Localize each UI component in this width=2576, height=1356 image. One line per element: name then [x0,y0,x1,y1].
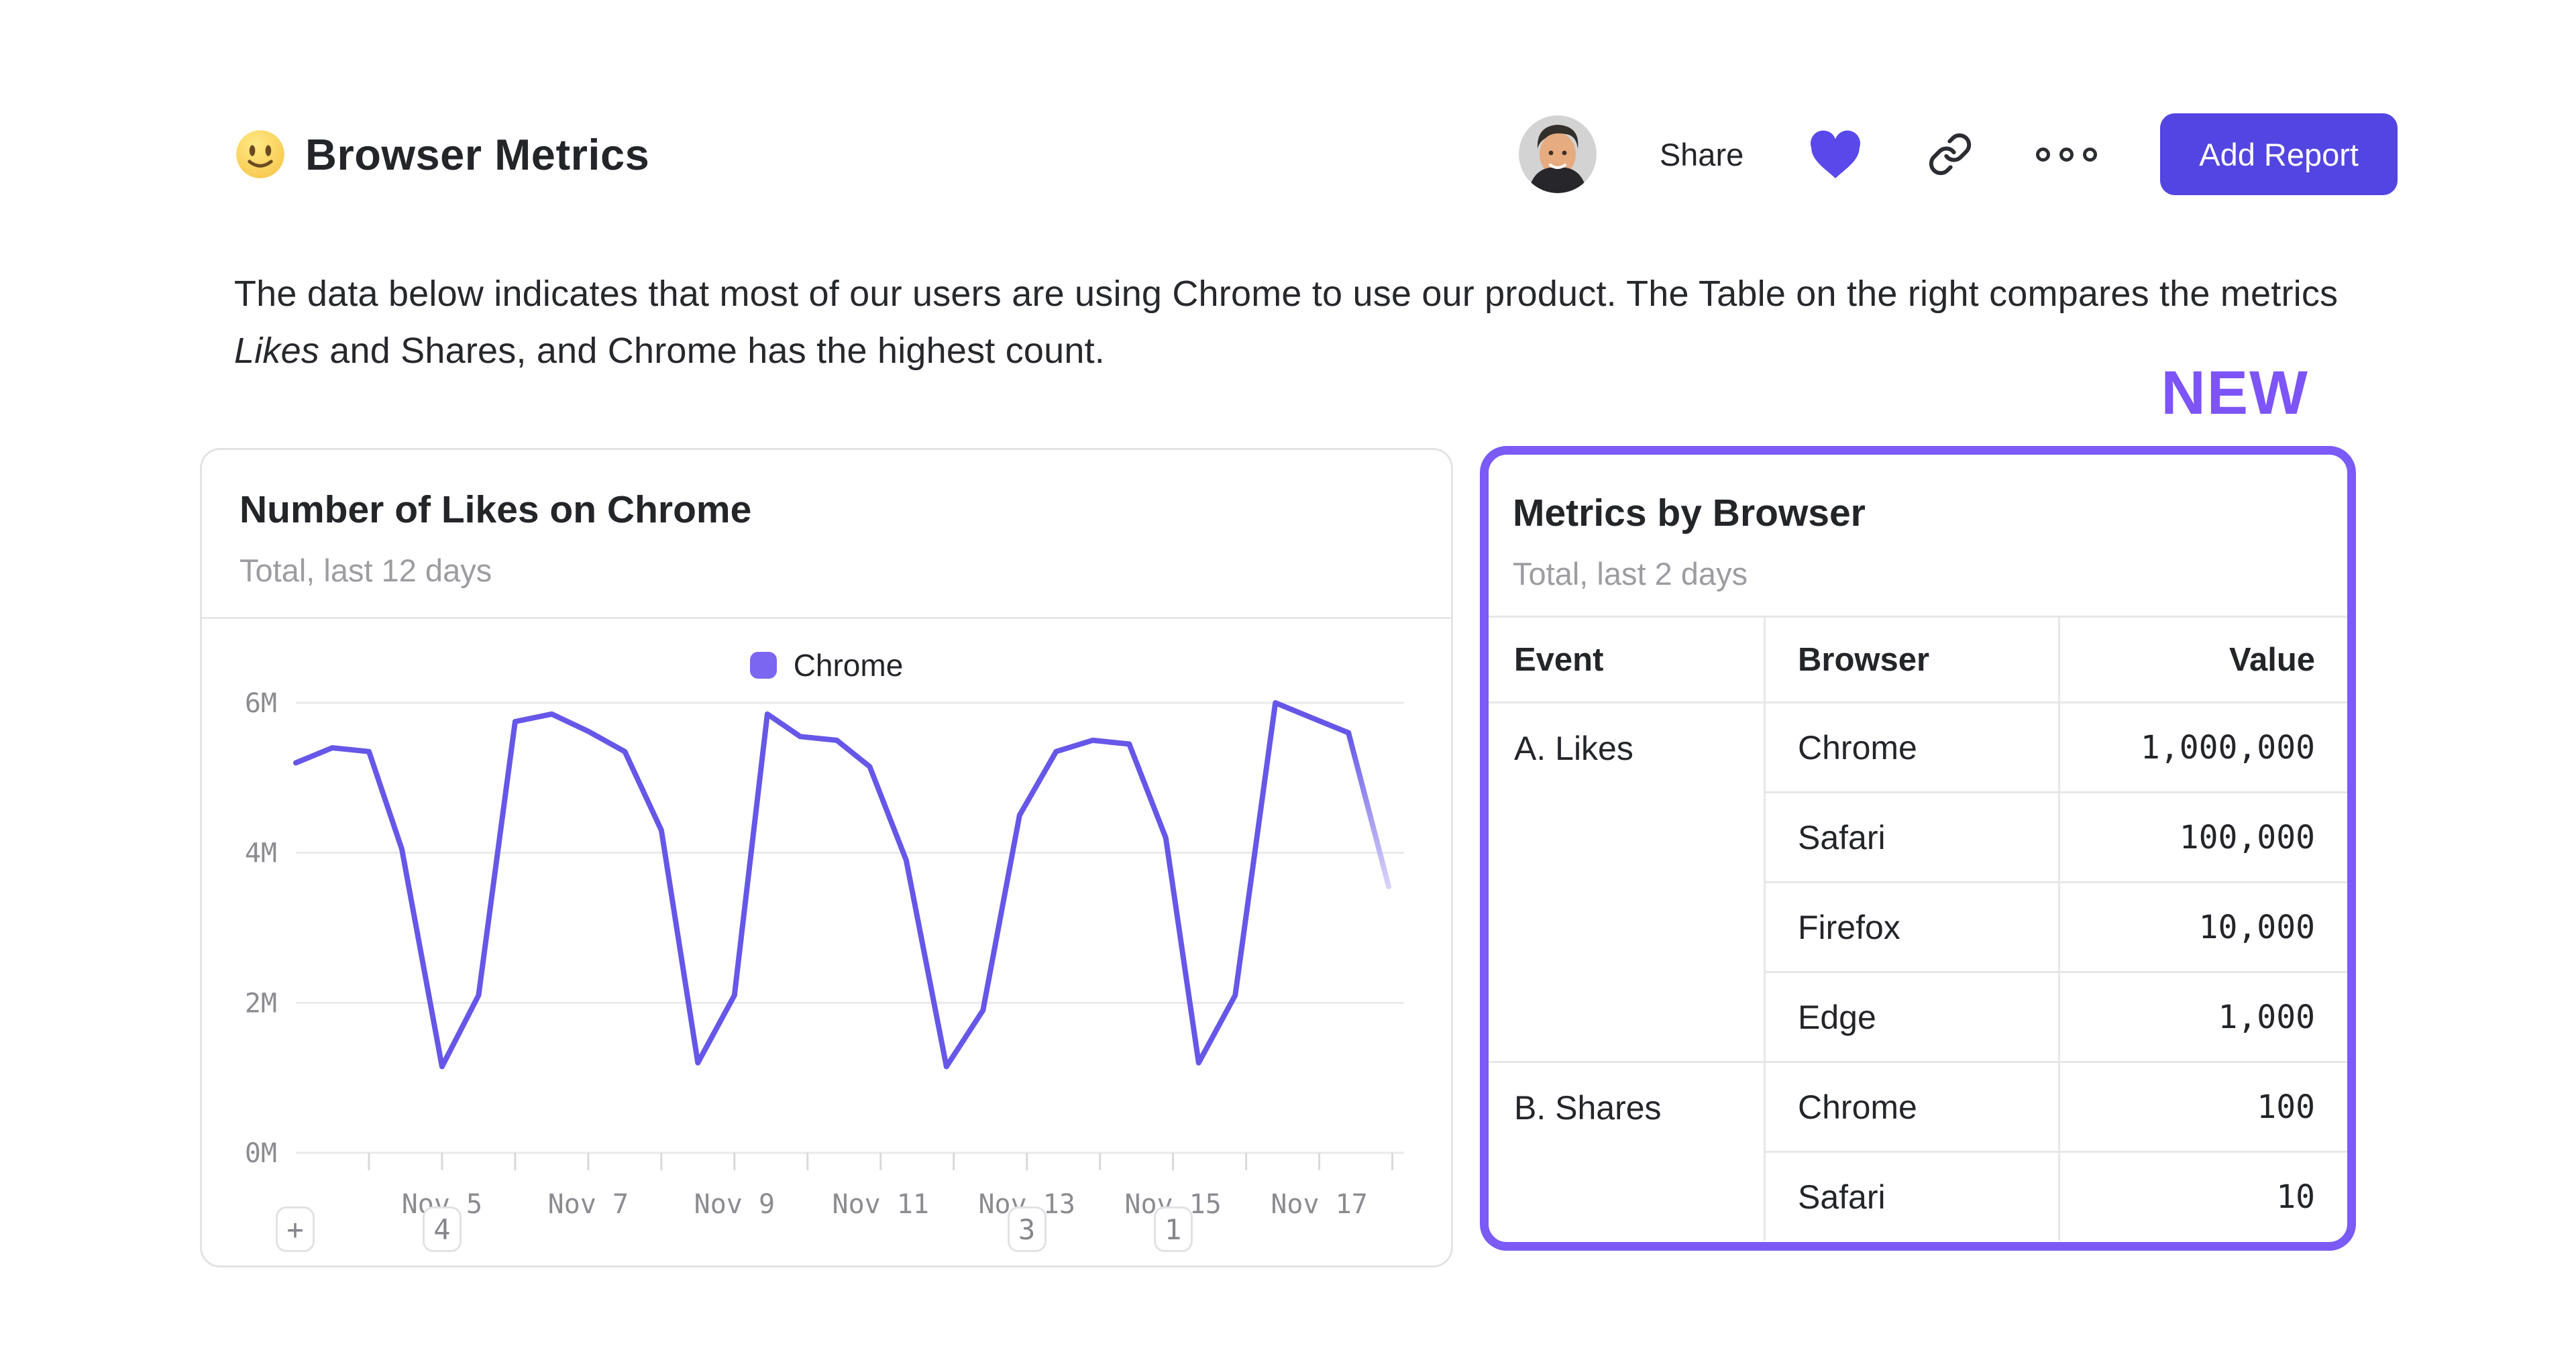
svg-text:Nov 11: Nov 11 [833,1189,930,1220]
dot [2083,147,2098,162]
browser-cell: Firefox [1764,881,2058,971]
metrics-table-card: Metrics by Browser Total, last 2 days Ev… [1480,446,2356,1251]
metrics-table: Event Browser Value A. Likes Chrome 1,000,… [1489,618,2347,1241]
event-group-cell: B. Shares [1489,1061,1764,1241]
value-cell: 1,000 [2058,971,2347,1061]
smiley-emoji-icon [236,130,284,178]
page-title: Browser Metrics [305,129,650,179]
description-part2: and Shares, and Chrome has the highest c… [319,331,1106,371]
top-bar: Browser Metrics Share [234,99,2398,209]
report-description: The data below indicates that most of ou… [234,266,2401,380]
add-report-button[interactable]: Add Report [2160,113,2398,195]
legend-label-chrome: Chrome [793,648,904,683]
likes-card-subtitle: Total, last 12 days [239,553,492,588]
event-group-cell: A. Likes [1489,701,1764,1061]
favorite-heart-icon[interactable] [1807,127,1864,181]
legend-swatch-chrome [749,652,777,679]
page-title-wrap: Browser Metrics [234,128,649,180]
svg-text:2M: 2M [245,988,277,1019]
more-options-icon[interactable] [2036,147,2098,162]
likes-card-header: Number of Likes on Chrome Total, last 12… [202,450,1451,619]
value-cell: 100 [2058,1061,2347,1151]
chart-legend[interactable]: Chrome [202,647,1451,683]
description-part1: The data below indicates that most of ou… [234,274,2339,314]
svg-text:Nov 9: Nov 9 [694,1189,775,1220]
value-cell: 10,000 [2058,881,2347,971]
svg-text:6M: 6M [245,688,277,719]
browser-cell: Chrome [1764,1061,2058,1151]
description-italic: Likes [234,331,320,371]
annotation-badge-1[interactable]: 1 [1153,1206,1193,1252]
likes-chart-card: Number of Likes on Chrome Total, last 12… [200,448,1453,1267]
svg-text:0M: 0M [245,1138,277,1169]
svg-text:4M: 4M [245,838,277,869]
svg-text:Nov 17: Nov 17 [1271,1189,1368,1220]
metrics-card-title: Metrics by Browser [1513,492,1866,534]
likes-card-title: Number of Likes on Chrome [239,488,752,531]
browser-cell: Edge [1764,971,2058,1061]
browser-cell: Chrome [1764,701,2058,791]
column-header-event: Event [1514,641,1604,678]
value-cell: 1,000,000 [2058,701,2347,791]
header-controls: Share Add Report [1518,113,2398,195]
column-header-browser: Browser [1764,618,2058,701]
column-header-value: Value [2058,618,2347,701]
metrics-card-subtitle: Total, last 2 days [1513,556,1748,591]
user-avatar[interactable] [1518,115,1597,193]
link-icon[interactable] [1927,131,1973,177]
avatar-photo-icon [1518,115,1597,193]
browser-cell: Safari [1764,791,2058,881]
value-cell: 10 [2058,1151,2347,1241]
annotation-badge-4[interactable]: 4 [422,1206,462,1252]
browser-cell: Safari [1764,1151,2058,1241]
new-badge: NEW [2161,359,2309,427]
metrics-card-header: Metrics by Browser Total, last 2 days [1489,455,2347,618]
dot [2036,147,2051,162]
value-cell: 100,000 [2058,791,2347,881]
annotation-badge-3[interactable]: 3 [1007,1206,1046,1252]
share-button[interactable]: Share [1659,136,1744,172]
add-annotation-button[interactable]: + [276,1206,315,1252]
svg-text:Nov 7: Nov 7 [548,1189,629,1220]
dot [2059,147,2074,162]
